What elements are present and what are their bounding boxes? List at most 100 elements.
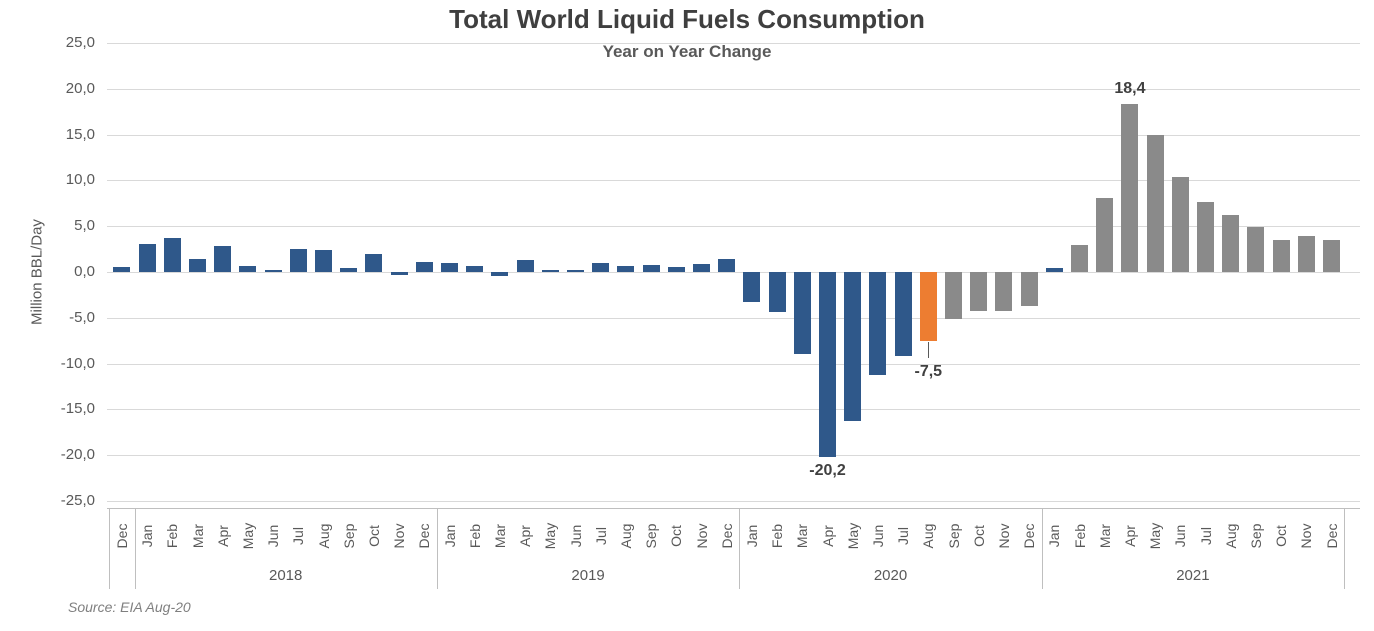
bar [239, 265, 257, 272]
bar [743, 272, 761, 303]
month-label: Feb [164, 523, 181, 549]
bar [894, 272, 912, 357]
month-label: Apr [819, 525, 836, 547]
gridline [107, 272, 1360, 273]
month-label: Jun [869, 524, 886, 548]
y-tick-label: -15,0 [60, 400, 95, 418]
month-label: Jul [895, 527, 912, 545]
month-label: Aug [315, 523, 332, 549]
bar [642, 264, 660, 272]
gridline [107, 455, 1360, 457]
source-note: Source: EIA Aug-20 [68, 599, 191, 615]
bar [1045, 268, 1063, 272]
gridline [107, 501, 1360, 502]
bar [617, 265, 635, 272]
month-label: Sep [1247, 523, 1264, 549]
month-label: Jun [1172, 524, 1189, 548]
year-separator [109, 509, 111, 589]
bar [693, 263, 710, 272]
month-label: Sep [945, 523, 962, 549]
month-label: Sep [643, 523, 660, 549]
y-tick-label: 5,0 [74, 217, 95, 235]
year-separator [436, 509, 438, 589]
bar [1197, 202, 1214, 272]
y-tick-label: -20,0 [60, 446, 95, 464]
bar [340, 268, 358, 272]
y-tick-label: 10,0 [65, 171, 95, 189]
year-separator [739, 509, 741, 589]
bar [113, 266, 131, 272]
month-label: Jan [139, 524, 156, 548]
month-label: Jul [592, 527, 609, 545]
bar [919, 272, 937, 341]
bar [819, 272, 836, 457]
bar [945, 272, 962, 319]
month-label: May [239, 522, 256, 550]
month-label: Dec [113, 523, 130, 549]
month-label: Jun [265, 524, 282, 548]
month-label: Dec [1323, 523, 1340, 549]
chart-title-text: Total World Liquid Fuels Consumption [439, 4, 935, 41]
year-separator [1344, 509, 1346, 589]
year-label: 2021 [1176, 567, 1210, 584]
bar [1222, 215, 1240, 272]
month-label: Sep [340, 523, 357, 549]
month-label: Oct [970, 525, 987, 547]
bar [592, 262, 610, 272]
month-label: May [542, 522, 559, 550]
year-label: 2018 [269, 567, 303, 584]
bar [970, 272, 988, 311]
month-label: Apr [517, 525, 534, 547]
bar [214, 246, 232, 272]
month-label: Feb [1071, 523, 1088, 549]
data-label: 18,4 [1114, 79, 1146, 97]
year-separator [134, 509, 136, 589]
month-label: Oct [365, 525, 382, 547]
bar [1020, 272, 1038, 306]
month-label: Nov [693, 523, 710, 549]
y-tick-label: 25,0 [65, 34, 95, 51]
gridline [107, 88, 1360, 90]
bar [441, 262, 458, 272]
month-label: Jul [1197, 527, 1214, 545]
bar [1146, 134, 1164, 272]
y-tick-label: 20,0 [65, 79, 95, 97]
bar [138, 243, 156, 272]
month-label: Nov [995, 523, 1012, 549]
month-label: Jan [441, 524, 458, 548]
bar [793, 272, 811, 355]
month-label: Nov [391, 523, 408, 549]
bar [189, 259, 206, 272]
month-label: Mar [794, 523, 811, 549]
year-label: 2019 [571, 567, 605, 584]
bar [466, 265, 484, 272]
bar [491, 272, 509, 276]
bar [667, 267, 685, 272]
month-label: Mar [189, 523, 206, 549]
data-label: -20,2 [809, 462, 846, 479]
bar [264, 270, 282, 272]
bar [365, 253, 383, 272]
bar [869, 272, 887, 375]
month-label: Aug [617, 523, 634, 549]
year-label: 2020 [873, 567, 908, 584]
x-axis: Dec Jan Feb Mar Apr May Jun Jul Aug Sep Oct Nov Dec J… [107, 508, 1360, 591]
chart-title: Total World Liquid Fuels Consumption [0, 4, 1374, 41]
bar [315, 250, 332, 272]
month-label: Mar [491, 523, 508, 549]
month-label: Aug [920, 523, 937, 549]
month-label: Jan [1046, 524, 1063, 548]
y-tick-label: 15,0 [65, 125, 95, 143]
gridline [107, 363, 1360, 365]
month-label: May [1147, 522, 1164, 550]
month-label: May [844, 522, 861, 550]
bar [1171, 176, 1189, 272]
chart-subtitle: Year on Year Change [602, 42, 772, 61]
gridline [107, 226, 1360, 228]
gridline [107, 180, 1360, 182]
month-label: Mar [1096, 523, 1113, 549]
month-label: Apr [214, 525, 231, 547]
bar [1071, 244, 1088, 272]
bar [289, 249, 307, 272]
bar [541, 270, 559, 272]
